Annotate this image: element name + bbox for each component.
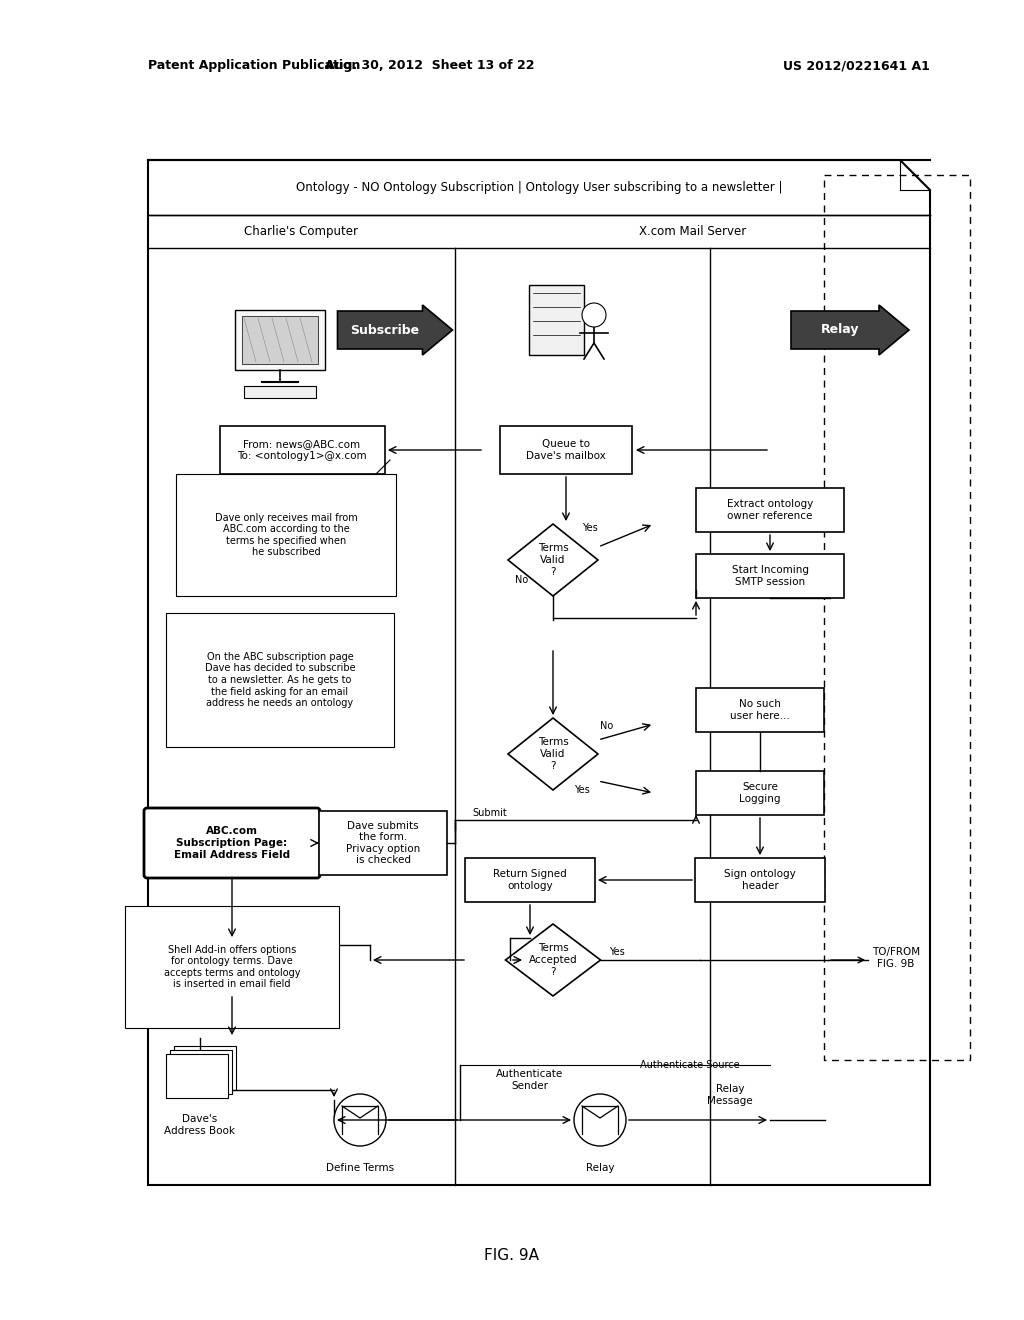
Text: Dave's
Address Book: Dave's Address Book [165,1114,236,1135]
Text: Dave submits
the form.
Privacy option
is checked: Dave submits the form. Privacy option is… [346,821,420,866]
Text: Sign ontology
header: Sign ontology header [724,869,796,891]
Polygon shape [338,305,453,355]
Text: Start Incoming
SMTP session: Start Incoming SMTP session [731,565,809,587]
Text: Terms
Valid
?: Terms Valid ? [538,544,568,577]
Polygon shape [791,305,909,355]
FancyBboxPatch shape [234,310,325,370]
Text: FIG. 9A: FIG. 9A [484,1247,540,1262]
Text: Relay: Relay [821,323,859,337]
Text: Subscribe: Subscribe [350,323,420,337]
Text: TO/FROM
FIG. 9B: TO/FROM FIG. 9B [872,948,921,969]
Text: Ontology - NO Ontology Subscription | Ontology User subscribing to a newsletter : Ontology - NO Ontology Subscription | On… [296,181,782,194]
Text: Terms
Accepted
?: Terms Accepted ? [528,944,578,977]
FancyBboxPatch shape [170,1049,232,1094]
Text: Yes: Yes [574,785,590,795]
FancyBboxPatch shape [696,554,844,598]
Text: US 2012/0221641 A1: US 2012/0221641 A1 [783,59,930,73]
Text: Yes: Yes [609,946,625,957]
Text: Authenticate Source: Authenticate Source [640,1060,739,1071]
Text: No such
user here...: No such user here... [730,700,790,721]
Text: Relay: Relay [586,1163,614,1173]
Text: Patent Application Publication: Patent Application Publication [148,59,360,73]
FancyBboxPatch shape [144,808,319,878]
FancyBboxPatch shape [219,426,384,474]
Text: Authenticate
Sender: Authenticate Sender [497,1069,563,1090]
FancyBboxPatch shape [319,810,447,875]
Text: Define Terms: Define Terms [326,1163,394,1173]
FancyBboxPatch shape [695,858,825,902]
Text: Terms
Valid
?: Terms Valid ? [538,738,568,771]
Circle shape [334,1094,386,1146]
Polygon shape [506,924,600,997]
Text: On the ABC subscription page
Dave has decided to subscribe
to a newsletter. As h: On the ABC subscription page Dave has de… [205,652,355,709]
Text: From: news@ABC.com
To: <ontology1>@x.com: From: news@ABC.com To: <ontology1>@x.com [238,440,367,461]
Text: Queue to
Dave's mailbox: Queue to Dave's mailbox [526,440,606,461]
Text: Charlie's Computer: Charlie's Computer [245,224,358,238]
FancyBboxPatch shape [174,1045,236,1090]
Text: X.com Mail Server: X.com Mail Server [639,224,746,238]
Text: Aug. 30, 2012  Sheet 13 of 22: Aug. 30, 2012 Sheet 13 of 22 [326,59,535,73]
Text: Return Signed
ontology: Return Signed ontology [494,869,567,891]
FancyBboxPatch shape [500,426,632,474]
FancyBboxPatch shape [696,771,824,814]
FancyBboxPatch shape [696,488,844,532]
Circle shape [582,304,606,327]
FancyBboxPatch shape [696,688,824,733]
FancyBboxPatch shape [465,858,595,902]
Text: Shell Add-in offers options
for ontology terms. Dave
accepts terms and ontology
: Shell Add-in offers options for ontology… [164,945,300,990]
Text: No: No [600,721,613,731]
FancyBboxPatch shape [166,1053,228,1098]
FancyBboxPatch shape [244,385,316,399]
Text: Yes: Yes [582,523,598,533]
Text: Secure
Logging: Secure Logging [739,783,780,804]
Text: Relay
Message: Relay Message [708,1084,753,1106]
Polygon shape [508,524,598,597]
FancyBboxPatch shape [242,315,318,364]
Text: Submit: Submit [473,808,507,818]
Text: ABC.com
Subscription Page:
Email Address Field: ABC.com Subscription Page: Email Address… [174,826,290,859]
Text: No: No [515,576,528,585]
FancyBboxPatch shape [528,285,584,355]
Circle shape [574,1094,626,1146]
Text: Dave only receives mail from
ABC.com according to the
terms he specified when
he: Dave only receives mail from ABC.com acc… [215,512,357,557]
Text: Extract ontology
owner reference: Extract ontology owner reference [727,499,813,521]
Polygon shape [508,718,598,789]
